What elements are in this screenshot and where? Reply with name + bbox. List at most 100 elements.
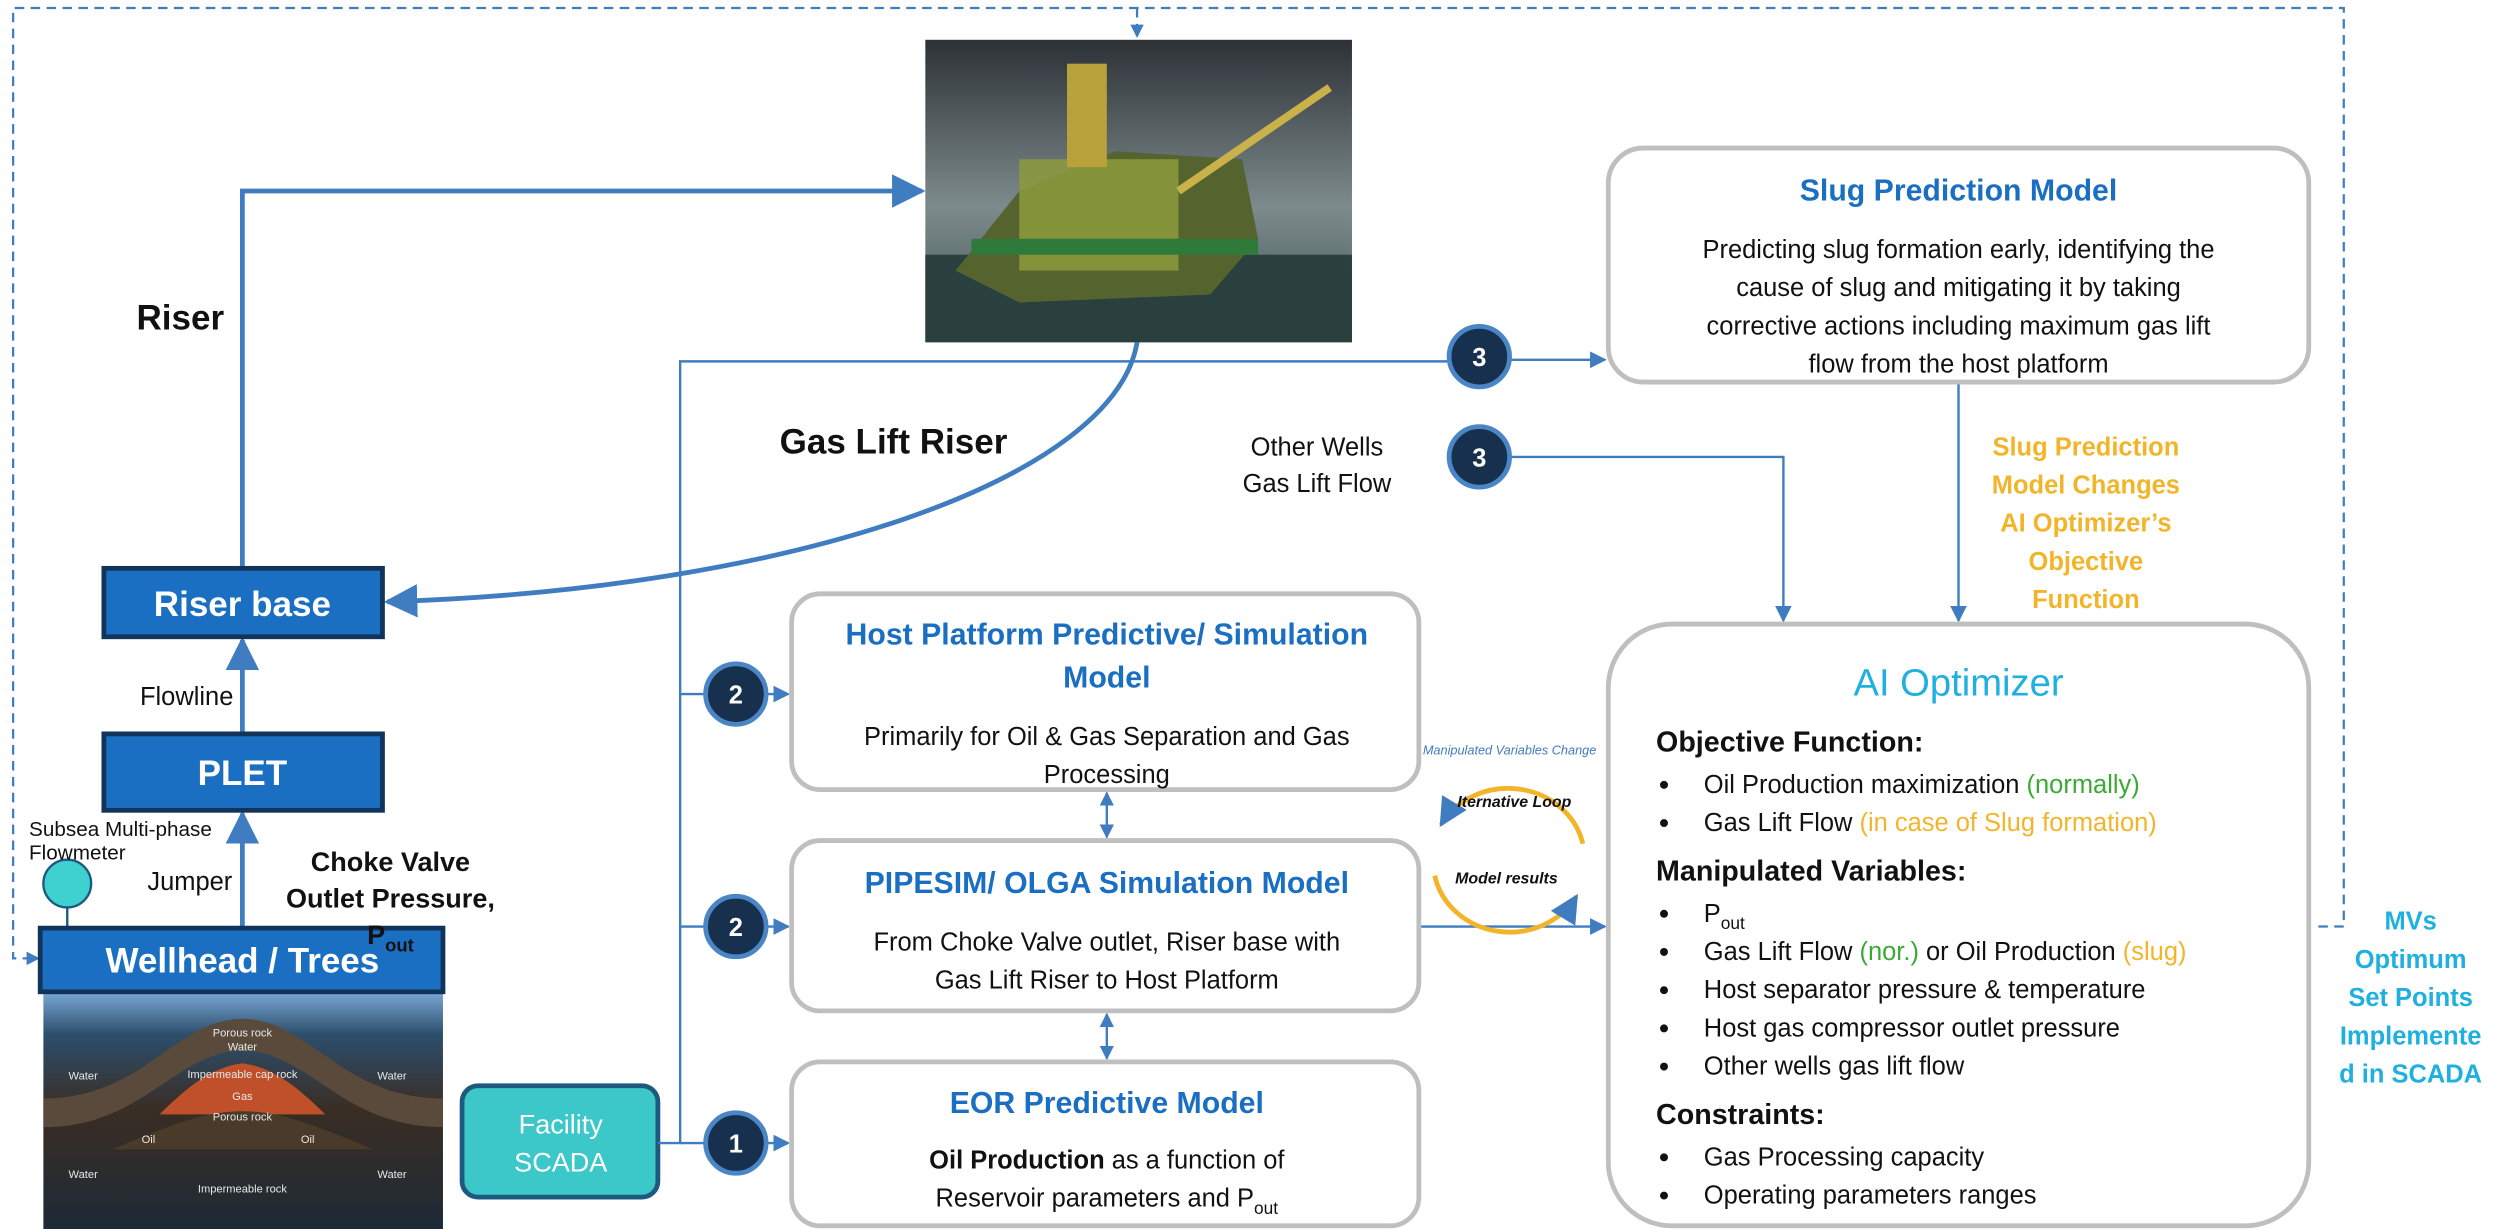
text-segment: out (385, 935, 414, 956)
reservoir-label: Oil (142, 1134, 156, 1146)
reservoir-label: Water (69, 1070, 99, 1082)
facility-scada-box (462, 1086, 658, 1197)
step-number: 2 (729, 682, 743, 710)
page: AI Optimizer Workflow html, body { margi… (0, 0, 2497, 1229)
text-segment: Other wells gas lift flow (1704, 1053, 1965, 1081)
slug-model-body: Predicting slug formation early, identif… (1703, 236, 2215, 264)
eor-title: EOR Predictive Model (950, 1087, 1264, 1120)
bullet (1660, 948, 1668, 956)
ai-optimizer-title: AI Optimizer (1853, 662, 2063, 705)
reservoir-label: Gas (232, 1091, 253, 1103)
platform-image (925, 40, 1352, 342)
loop-top-label: Manipulated Variables Change (1423, 743, 1596, 758)
list-item: Host gas compressor outlet pressure (1704, 1014, 2120, 1042)
host-model-title: Host Platform Predictive/ Simulation (846, 619, 1369, 652)
flowline-label: Flowline (140, 683, 233, 711)
bullet (1660, 819, 1668, 827)
slug-model-title: Slug Prediction Model (1800, 175, 2117, 208)
bullet (1660, 1153, 1668, 1161)
step-number: 1 (729, 1131, 743, 1159)
bullet (1660, 1063, 1668, 1071)
reservoir-label: Impermeable rock (198, 1183, 287, 1195)
text-segment: as a function of (1105, 1147, 1286, 1175)
bullet (1660, 986, 1668, 994)
reservoir-label: Porous rock (213, 1027, 273, 1039)
bullet (1660, 781, 1668, 789)
page-body: { "labels": { "riser": "Riser", "gas_lif… (0, 0, 2497, 1229)
text-segment: Operating parameters ranges (1704, 1182, 2037, 1210)
platform-derrick (1067, 64, 1107, 167)
eor-body: Oil Production as a function of (929, 1147, 1285, 1175)
slug-model-body: corrective actions including maximum gas… (1707, 312, 2211, 340)
mvs-note: Optimum (2355, 946, 2467, 974)
pipesim-body: From Choke Valve outlet, Riser base with (873, 928, 1340, 956)
list-item: Gas Processing capacity (1704, 1143, 1985, 1171)
text-segment: (slug) (2123, 938, 2187, 966)
plet-label: PLET (198, 754, 288, 793)
riser-line (242, 191, 922, 567)
reservoir-label: Porous rock (213, 1112, 273, 1124)
reservoir-label: Water (228, 1042, 258, 1054)
mvs-note: d in SCADA (2339, 1061, 2482, 1089)
flowmeter-label: Flowmeter (29, 842, 126, 865)
other-wells-label: Other Wells (1251, 433, 1384, 461)
text-segment: P (1704, 900, 1721, 928)
text-segment: P (367, 920, 385, 950)
other-wells-label: Gas Lift Flow (1243, 470, 1392, 498)
gas-lift-riser-label: Gas Lift Riser (780, 423, 1008, 462)
text-segment: Oil Production maximization (1704, 771, 2027, 799)
host-model-body: Primarily for Oil & Gas Separation and G… (864, 723, 1350, 751)
slug-note: Slug Prediction (1992, 433, 2179, 461)
bullet (1660, 910, 1668, 918)
bullet (1660, 1192, 1668, 1200)
mvs-note: Implemente (2340, 1022, 2482, 1050)
text-segment: Reservoir parameters and P (936, 1185, 1255, 1213)
text-segment: Gas Processing capacity (1704, 1143, 1985, 1171)
slug-model-body: flow from the host platform (1808, 351, 2108, 379)
pipesim-title: PIPESIM/ OLGA Simulation Model (865, 867, 1349, 900)
flowmeter-label: Subsea Multi-phase (29, 818, 212, 841)
slug-note: Function (2032, 586, 2140, 614)
reservoir-label: Water (69, 1169, 99, 1181)
reservoir-label: Impermeable cap rock (187, 1069, 297, 1081)
bullet (1660, 1024, 1668, 1032)
choke-line: Choke Valve (311, 847, 470, 877)
loop-inner-label: Model results (1455, 871, 1558, 888)
text-segment: Choke Valve (311, 847, 470, 877)
text-segment: Host gas compressor outlet pressure (1704, 1014, 2120, 1042)
text-segment: Gas Lift Flow (1704, 938, 1860, 966)
step-number: 3 (1472, 344, 1486, 372)
flowmeter (43, 860, 91, 908)
platform-level (971, 239, 1258, 255)
facility-scada-label: Facility (519, 1109, 604, 1139)
text-segment: Gas Lift Flow (1704, 809, 1860, 837)
text-segment: (nor.) (1859, 938, 1918, 966)
reservoir-label: Water (377, 1070, 407, 1082)
list-item: Host separator pressure & temperature (1704, 976, 2146, 1004)
text-segment: out (1721, 913, 1745, 933)
text-segment: Oil Production (929, 1147, 1104, 1175)
step-number: 2 (729, 914, 743, 942)
host-model-title: Model (1063, 662, 1150, 695)
slug-note: AI Optimizer’s (2000, 510, 2171, 538)
slug-model-body: cause of slug and mitigating it by takin… (1736, 274, 2181, 302)
riser-label: Riser (136, 299, 224, 338)
text-segment: or Oil Production (1919, 938, 2123, 966)
facility-scada-label: SCADA (514, 1148, 607, 1178)
text-segment: Host separator pressure & temperature (1704, 976, 2146, 1004)
text-segment: Outlet Pressure, (286, 883, 495, 913)
mvs-note: MVs (2384, 908, 2436, 936)
step-number: 3 (1472, 444, 1486, 472)
list-item: Operating parameters ranges (1704, 1182, 2037, 1210)
diagram: Riser Gas Lift Riser Flowline Jumper Sub… (0, 0, 2497, 1229)
list-item: Other wells gas lift flow (1704, 1053, 1965, 1081)
loop-inner-label: Iternative Loop (1457, 794, 1571, 811)
other-wells-line (1510, 457, 1784, 621)
section-heading: Constraints: (1656, 1099, 1825, 1131)
list-item: Gas Lift Flow (nor.) or Oil Production (… (1704, 938, 2187, 966)
iterative-loop: Manipulated Variables Change Iternative … (1423, 743, 1596, 933)
text-segment: (normally) (2027, 771, 2140, 799)
wellhead-label: Wellhead / Trees (105, 942, 379, 981)
pipesim-body: Gas Lift Riser to Host Platform (935, 967, 1279, 995)
text-segment: (in case of Slug formation) (1859, 809, 2156, 837)
